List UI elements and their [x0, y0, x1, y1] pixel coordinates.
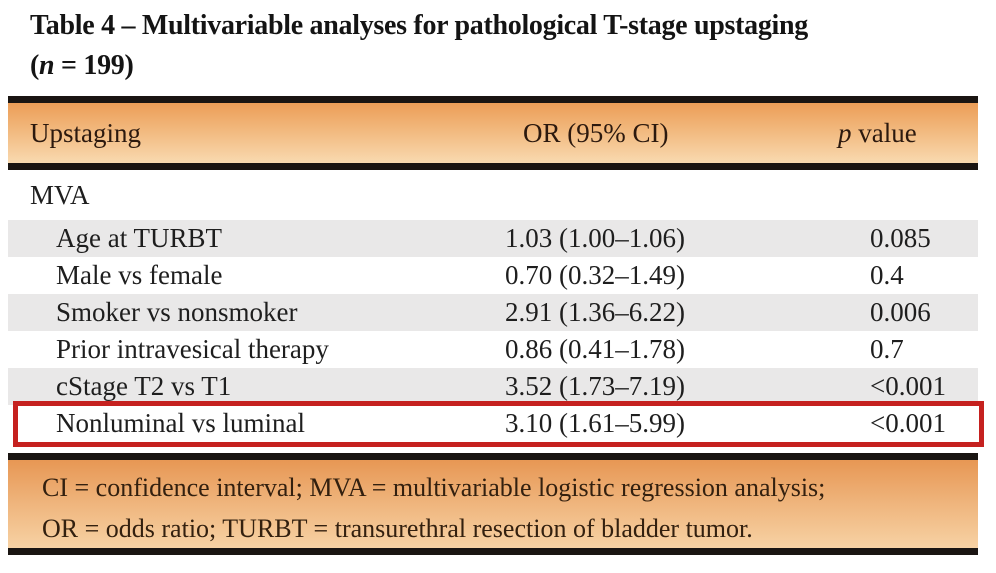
table-row: Smoker vs nonsmoker 2.91 (1.36–6.22) 0.0… [8, 294, 978, 331]
row-label: cStage T2 vs T1 [56, 371, 232, 401]
row-or-ci: 2.91 (1.36–6.22) [505, 297, 685, 327]
row-p-value: <0.001 [870, 371, 946, 401]
row-label: Age at TURBT [56, 223, 222, 253]
footnote-line1: CI = confidence interval; MVA = multivar… [42, 473, 826, 502]
header-upstaging: Upstaging [30, 117, 141, 148]
table-title-line2: (n = 199) [30, 50, 134, 81]
highlighted-row-wrapper: Nonluminal vs luminal 3.10 (1.61–5.99) <… [8, 401, 984, 447]
table-title: Table 4 – Multivariable analyses for pat… [8, 0, 978, 96]
table-row: Prior intravesical therapy 0.86 (0.41–1.… [8, 331, 978, 368]
bottom-rule [8, 548, 978, 555]
table-row: cStage T2 vs T1 3.52 (1.73–7.19) <0.001 [8, 368, 978, 405]
table-body: MVA Age at TURBT 1.03 (1.00–1.06) 0.085 … [8, 170, 984, 447]
row-or-ci: 3.10 (1.61–5.99) [505, 408, 685, 438]
row-label: Smoker vs nonsmoker [56, 297, 298, 327]
table-row: Male vs female 0.70 (0.32–1.49) 0.4 [8, 257, 978, 294]
table-row: Age at TURBT 1.03 (1.00–1.06) 0.085 [8, 220, 978, 257]
table-figure: Table 4 – Multivariable analyses for pat… [8, 0, 984, 555]
header-p-value: p value [838, 117, 917, 148]
table-header-row: Upstaging OR (95% CI) p value [8, 103, 978, 163]
row-or-ci: 0.70 (0.32–1.49) [505, 260, 685, 290]
row-label: Prior intravesical therapy [56, 334, 329, 364]
header-bottom-rule [8, 163, 978, 170]
row-or-ci: 0.86 (0.41–1.78) [505, 334, 685, 364]
spacer [8, 442, 978, 453]
row-or-ci: 3.52 (1.73–7.19) [505, 371, 685, 401]
footnote-line2: OR = odds ratio; TURBT = transurethral r… [42, 514, 753, 543]
row-p-value: 0.085 [870, 223, 931, 253]
n-italic: n [39, 50, 55, 81]
section-label: MVA [30, 179, 90, 210]
footnote-top-rule [8, 453, 978, 460]
row-p-value: 0.006 [870, 297, 931, 327]
row-p-value: <0.001 [870, 408, 946, 438]
row-p-value: 0.7 [870, 334, 904, 364]
top-rule [8, 96, 978, 103]
table-footnote: CI = confidence interval; MVA = multivar… [8, 460, 978, 548]
table-title-line1: Table 4 – Multivariable analyses for pat… [30, 10, 808, 41]
table-row: Nonluminal vs luminal 3.10 (1.61–5.99) <… [8, 405, 978, 442]
row-p-value: 0.4 [870, 260, 904, 290]
section-row-mva: MVA [8, 170, 978, 220]
header-or-ci: OR (95% CI) [523, 117, 669, 148]
row-label: Male vs female [56, 260, 223, 290]
row-or-ci: 1.03 (1.00–1.06) [505, 223, 685, 253]
row-label: Nonluminal vs luminal [56, 408, 305, 438]
